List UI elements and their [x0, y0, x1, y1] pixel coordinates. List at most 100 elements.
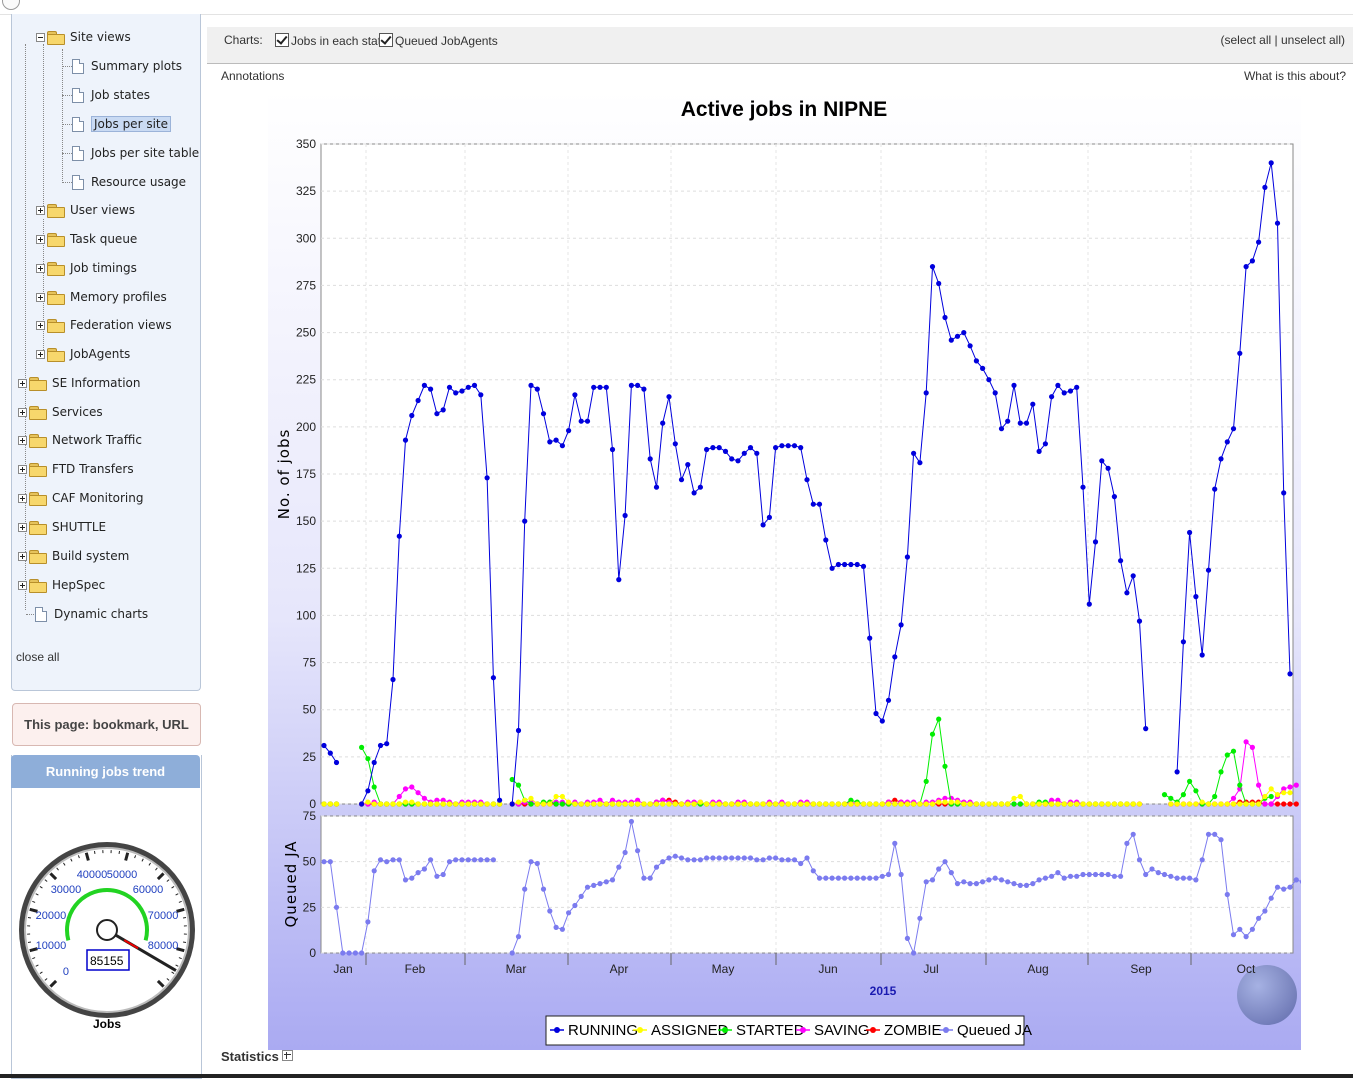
data-point	[572, 392, 577, 397]
data-point	[899, 872, 904, 877]
tree-label: Task queue	[70, 232, 137, 246]
data-point	[804, 855, 809, 860]
data-point	[572, 903, 577, 908]
expand-icon[interactable]	[18, 494, 27, 503]
data-point	[522, 798, 527, 803]
data-point	[886, 872, 891, 877]
expand-icon[interactable]	[36, 235, 45, 244]
data-point	[729, 456, 734, 461]
tree-label: Build system	[52, 549, 129, 563]
data-point	[955, 800, 960, 805]
tree-node-summary-plots[interactable]: Summary plots	[72, 55, 182, 77]
data-point	[616, 577, 621, 582]
checkbox-jobs-state[interactable]	[275, 33, 289, 47]
data-point	[422, 801, 427, 806]
expand-icon[interactable]	[36, 321, 45, 330]
data-point	[811, 801, 816, 806]
collapse-icon[interactable]	[36, 33, 45, 42]
tree-node-task-queue[interactable]: Task queue	[36, 228, 137, 250]
tree-label: Jobs per site table	[91, 146, 199, 160]
tree-label: Memory profiles	[70, 290, 167, 304]
tree-node-shuttle[interactable]: SHUTTLE	[18, 516, 106, 538]
data-point	[873, 876, 878, 881]
data-point	[1206, 801, 1211, 806]
data-point	[754, 451, 759, 456]
data-point	[1055, 870, 1060, 875]
tree-node-build-system[interactable]: Build system	[18, 545, 129, 567]
data-point	[522, 519, 527, 524]
y-tick-label: 225	[296, 373, 316, 387]
tree-node-job-timings[interactable]: Job timings	[36, 257, 137, 279]
y-tick-label: 250	[296, 326, 316, 340]
y-axis-label: Queued JA	[282, 841, 300, 928]
expand-icon[interactable]	[36, 350, 45, 359]
what-is-this-link[interactable]: What is this about?	[1244, 69, 1346, 83]
y-tick-label: 275	[296, 278, 316, 292]
data-point	[660, 859, 665, 864]
tree-node-se-information[interactable]: SE Information	[18, 372, 140, 394]
select-all-link[interactable]: (select all | unselect all)	[1221, 33, 1346, 47]
data-point	[1281, 887, 1286, 892]
data-point	[409, 876, 414, 881]
data-point	[911, 801, 916, 806]
data-point	[334, 760, 339, 765]
data-point	[685, 801, 690, 806]
data-point	[1237, 927, 1242, 932]
tree-node-hepspec[interactable]: HepSpec	[18, 574, 105, 596]
opt-jobs-state[interactable]: Jobs in each state	[269, 33, 388, 48]
expand-icon[interactable]	[36, 293, 45, 302]
data-point	[986, 801, 991, 806]
expand-icon[interactable]	[18, 523, 27, 532]
tree-node-federation-views[interactable]: Federation views	[36, 314, 172, 336]
x-axis-year: 2015	[870, 984, 897, 998]
close-all-link[interactable]: close all	[16, 650, 59, 664]
data-point	[1037, 877, 1042, 882]
tree-node-jobagents[interactable]: JobAgents	[36, 343, 130, 365]
expand-icon[interactable]	[36, 206, 45, 215]
opt-queued[interactable]: Queued JobAgents	[373, 33, 498, 48]
tree-node-site-views[interactable]: Site views	[36, 26, 131, 48]
bookmark-link[interactable]: This page: bookmark, URL	[12, 703, 201, 746]
tree-node-resource-usage[interactable]: Resource usage	[72, 171, 186, 193]
tree-node-jobs-per-site-table[interactable]: Jobs per site table	[72, 142, 199, 164]
expand-icon[interactable]	[18, 581, 27, 590]
data-point	[441, 872, 446, 877]
expand-icon[interactable]	[282, 1050, 293, 1061]
y-tick-label: 325	[296, 184, 316, 198]
tree-node-dynamic-charts[interactable]: Dynamic charts	[35, 603, 148, 625]
expand-icon[interactable]	[36, 264, 45, 273]
expand-icon[interactable]	[18, 436, 27, 445]
data-point	[1269, 896, 1274, 901]
data-point	[1018, 421, 1023, 426]
expand-icon[interactable]	[18, 408, 27, 417]
annotations-link[interactable]: Annotations	[221, 69, 284, 83]
tree-node-user-views[interactable]: User views	[36, 199, 135, 221]
data-point	[579, 419, 584, 424]
data-point	[949, 870, 954, 875]
expand-icon[interactable]	[18, 552, 27, 561]
tree-node-caf-monitoring[interactable]: CAF Monitoring	[18, 487, 143, 509]
tree-node-jobs-per-site[interactable]: Jobs per site	[72, 113, 171, 135]
expand-icon[interactable]	[18, 379, 27, 388]
data-point	[1256, 783, 1261, 788]
data-point	[453, 801, 458, 806]
tree-node-job-states[interactable]: Job states	[72, 84, 150, 106]
statistics-toggle[interactable]: Statistics	[221, 1049, 293, 1064]
checkbox-queued[interactable]	[379, 33, 393, 47]
data-point	[403, 786, 408, 791]
data-point	[447, 385, 452, 390]
tree-node-memory-profiles[interactable]: Memory profiles	[36, 286, 167, 308]
data-point	[629, 383, 634, 388]
data-point	[648, 456, 653, 461]
data-point	[390, 677, 395, 682]
data-point	[792, 801, 797, 806]
trend-panel-title[interactable]: Running jobs trend	[11, 755, 200, 788]
tree-node-network-traffic[interactable]: Network Traffic	[18, 429, 142, 451]
data-point	[1112, 494, 1117, 499]
tree-node-ftd-transfers[interactable]: FTD Transfers	[18, 458, 134, 480]
expand-icon[interactable]	[18, 465, 27, 474]
tree-node-services[interactable]: Services	[18, 401, 103, 423]
data-point	[1005, 419, 1010, 424]
data-point	[416, 801, 421, 806]
